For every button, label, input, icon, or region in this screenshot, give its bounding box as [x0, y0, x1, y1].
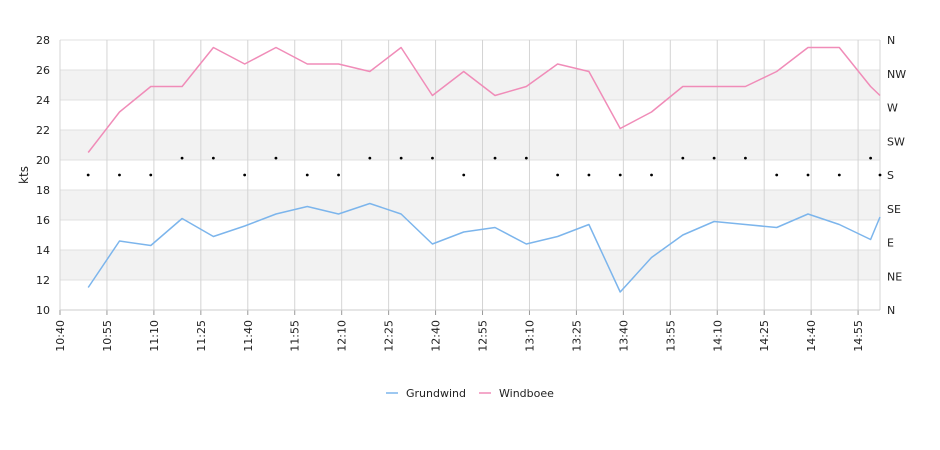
- direction-point: [712, 156, 716, 160]
- x-tick-label: 14:25: [758, 320, 771, 352]
- legend-label-windboee: Windboee: [499, 387, 554, 400]
- plot-band: [60, 190, 880, 220]
- x-tick-label: 10:55: [101, 320, 114, 352]
- x-tick-label: 11:55: [289, 320, 302, 352]
- series-line-grundwind: [87, 202, 881, 293]
- y-tick-label: 12: [36, 274, 50, 287]
- direction-point: [399, 156, 403, 160]
- direction-point: [556, 173, 560, 177]
- direction-point: [744, 156, 747, 160]
- series-line-windboee: [87, 46, 881, 153]
- direction-point: [305, 173, 309, 177]
- direction-point: [86, 173, 90, 177]
- x-tick-label: 13:40: [617, 320, 630, 352]
- direction-axis-label: W: [887, 102, 898, 115]
- direction-axis-label: SE: [887, 203, 901, 216]
- direction-axis-label: S: [887, 169, 894, 182]
- y-tick-label: 18: [36, 184, 50, 197]
- x-tick-label: 13:55: [664, 320, 677, 352]
- x-tick-label: 14:55: [852, 320, 865, 352]
- direction-point: [243, 173, 247, 177]
- x-tick-label: 14:10: [711, 320, 724, 352]
- y-tick-label: 20: [36, 154, 50, 167]
- y-tick-label: 16: [36, 214, 50, 227]
- direction-axis-label: N: [887, 34, 895, 47]
- x-tick-label: 10:40: [54, 320, 67, 352]
- direction-point: [368, 156, 372, 160]
- y-tick-label: 22: [36, 124, 50, 137]
- direction-point: [337, 173, 340, 177]
- y-tick-label: 26: [36, 64, 50, 77]
- direction-axis-label: N: [887, 304, 895, 317]
- direction-point: [806, 173, 810, 177]
- direction-axis-label: SW: [887, 135, 905, 148]
- direction-point: [869, 156, 873, 160]
- direction-point: [431, 156, 434, 160]
- x-tick-label: 11:25: [195, 320, 208, 352]
- direction-point: [587, 173, 591, 177]
- plot-band: [60, 130, 880, 160]
- direction-point: [681, 156, 685, 160]
- direction-point: [180, 156, 184, 160]
- plot-band: [60, 70, 880, 100]
- direction-axis-label: E: [887, 237, 894, 250]
- x-tick-label: 13:25: [570, 320, 583, 352]
- legend-label-grundwind: Grundwind: [406, 387, 466, 400]
- direction-point: [274, 156, 278, 160]
- direction-axis-label: NW: [887, 68, 906, 81]
- y-tick-label: 24: [36, 94, 50, 107]
- direction-point: [775, 173, 779, 177]
- y-tick-label: 14: [36, 244, 50, 257]
- x-tick-label: 11:40: [242, 320, 255, 352]
- direction-point: [837, 173, 841, 177]
- direction-point: [149, 173, 153, 177]
- y-tick-label: 10: [36, 304, 50, 317]
- direction-point: [618, 173, 622, 177]
- direction-point: [462, 173, 466, 177]
- x-tick-label: 12:55: [477, 320, 490, 352]
- x-tick-label: 12:25: [383, 320, 396, 352]
- x-tick-label: 13:10: [523, 320, 536, 352]
- x-tick-label: 12:40: [430, 320, 443, 352]
- y-axis-title: kts: [17, 166, 31, 184]
- direction-point: [878, 173, 882, 177]
- x-tick-label: 14:40: [805, 320, 818, 352]
- x-tick-label: 12:10: [336, 320, 349, 352]
- direction-point: [524, 156, 528, 160]
- direction-point: [650, 173, 653, 177]
- direction-point: [211, 156, 215, 160]
- y-tick-label: 28: [36, 34, 50, 47]
- direction-point: [118, 173, 121, 177]
- x-tick-label: 11:10: [148, 320, 161, 352]
- direction-point: [493, 156, 497, 160]
- plot-band: [60, 250, 880, 280]
- direction-axis-label: NE: [887, 270, 902, 283]
